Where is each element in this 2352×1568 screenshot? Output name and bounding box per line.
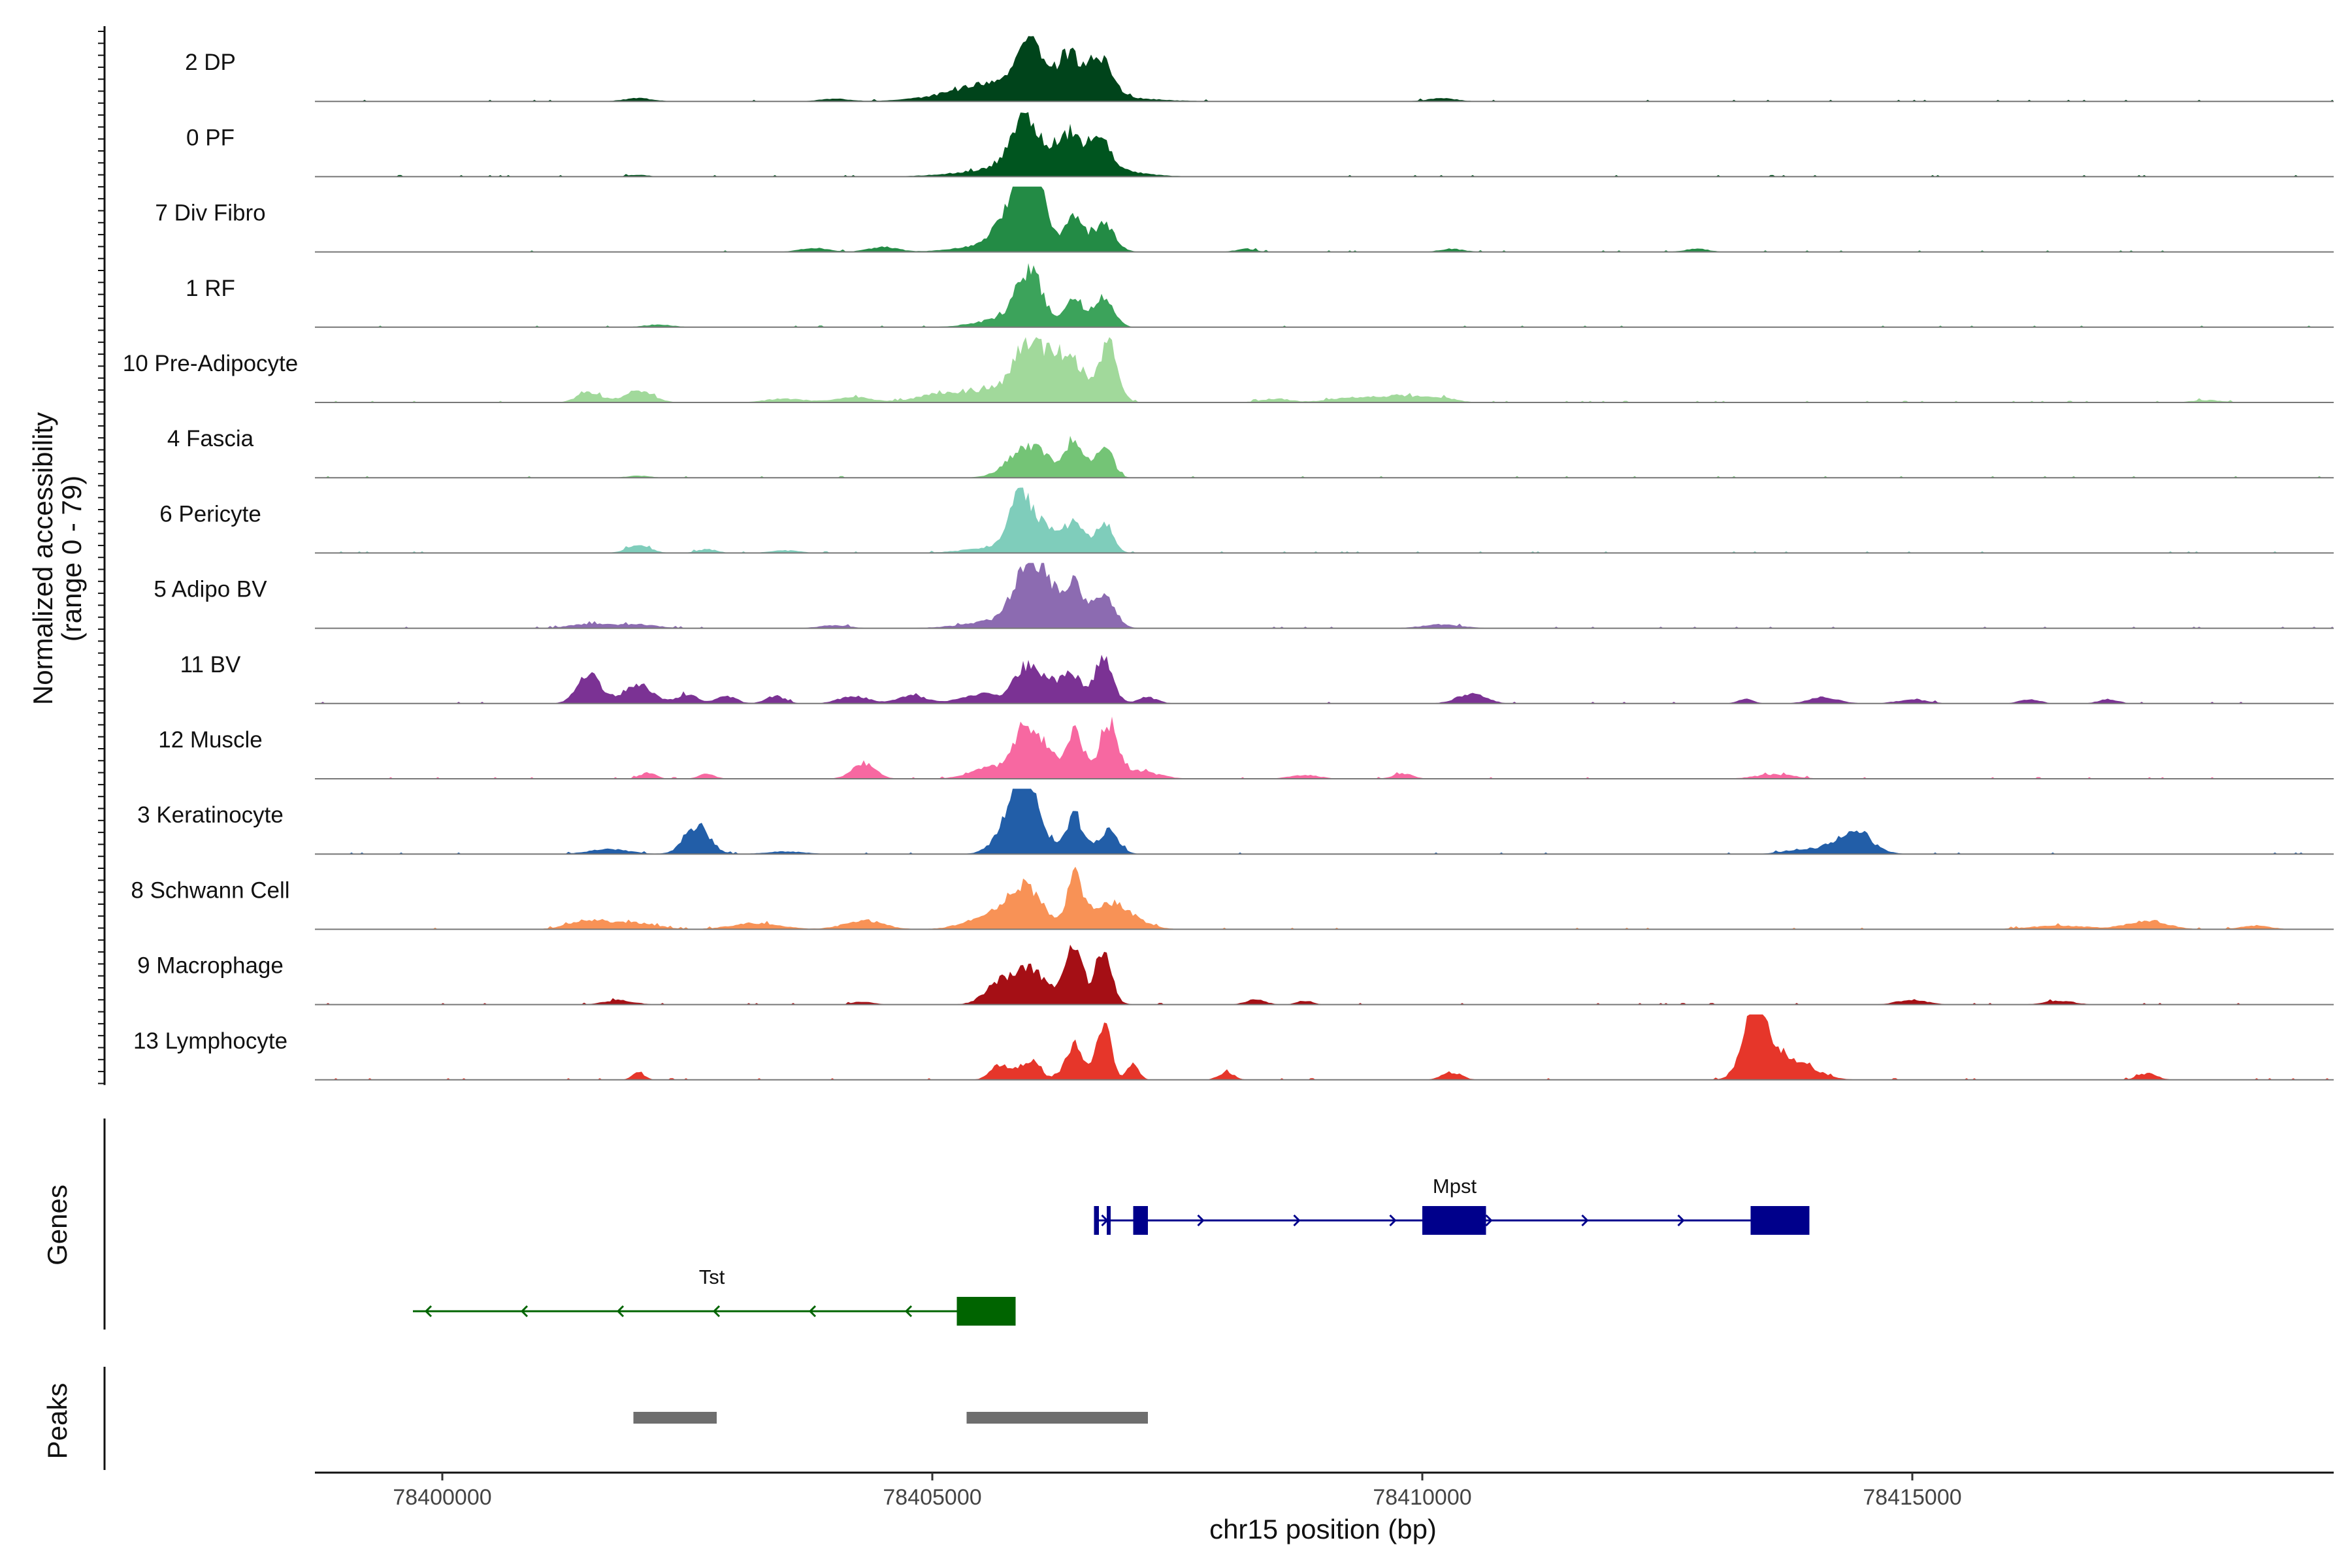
- strand-arrow: [1581, 1214, 1589, 1227]
- peaks-panel: [103, 1367, 1148, 1470]
- track-label: 9 Macrophage: [137, 953, 284, 979]
- gene-exon: [1133, 1206, 1148, 1235]
- track-label: 3 Keratinocyte: [137, 802, 284, 828]
- coverage-area: [315, 716, 2334, 779]
- track-label: 6 Pericyte: [159, 501, 261, 527]
- x-axis-title: chr15 position (bp): [1209, 1514, 1437, 1544]
- coverage-area: [315, 563, 2334, 629]
- strand-arrow: [808, 1305, 817, 1318]
- coverage-track: 9 Macrophage: [137, 944, 2334, 1005]
- genes-panel: Mpst Tst: [103, 1119, 1810, 1330]
- strand-arrow: [1197, 1214, 1205, 1227]
- peak-region: [966, 1412, 1148, 1424]
- coverage-area: [315, 1014, 2334, 1080]
- strand-arrow: [1293, 1214, 1301, 1227]
- track-label: 10 Pre-Adipocyte: [123, 351, 298, 376]
- gene-exon: [956, 1297, 1016, 1326]
- gene-exon: [1422, 1206, 1486, 1235]
- track-label: 0 PF: [186, 125, 235, 150]
- coverage-track: 7 Div Fibro: [155, 186, 2334, 253]
- track-label: 12 Muscle: [158, 727, 263, 753]
- gene-model: Tst: [413, 1266, 1016, 1326]
- track-label: 4 Fascia: [167, 426, 254, 451]
- coverage-area: [315, 112, 2334, 177]
- strand-arrow: [1389, 1214, 1397, 1227]
- strand-arrow: [712, 1305, 721, 1318]
- genes-panel-label: Genes: [42, 1184, 73, 1266]
- track-label: 11 BV: [180, 652, 241, 678]
- coverage-area: [315, 789, 2334, 855]
- track-label: 2 DP: [185, 50, 236, 75]
- x-tick-label: 78410000: [1373, 1485, 1471, 1510]
- coverage-track: 0 PF: [186, 112, 2334, 178]
- gene-label: Mpst: [1433, 1175, 1477, 1198]
- gene-label: Tst: [699, 1266, 725, 1288]
- coverage-track: 11 BV: [180, 652, 2334, 704]
- coverage-track: 6 Pericyte: [159, 487, 2334, 554]
- coverage-track: 8 Schwann Cell: [131, 866, 2334, 930]
- coverage-area: [315, 436, 2334, 478]
- coverage-area: [315, 263, 2334, 327]
- track-label: 7 Div Fibro: [155, 201, 265, 226]
- strand-arrow: [616, 1305, 625, 1318]
- track-label: 13 Lymphocyte: [133, 1028, 287, 1054]
- gene-exon: [1107, 1206, 1111, 1235]
- coverage-track: 1 RF: [186, 263, 2334, 328]
- coverage-track: 13 Lymphocyte: [133, 1014, 2334, 1081]
- x-tick-label: 78415000: [1863, 1485, 1961, 1510]
- coverage-panel: 2 DP 0 PF 7 Div Fibro 1 RF 10 Pre-Adipocyte 4…: [98, 26, 2334, 1085]
- coverage-track: 5 Adipo BV: [154, 563, 2334, 629]
- x-tick-label: 78400000: [393, 1485, 491, 1510]
- track-label: 5 Adipo BV: [154, 577, 267, 602]
- track-label: 8 Schwann Cell: [131, 877, 289, 903]
- coverage-track: 4 Fascia: [167, 426, 2334, 479]
- peaks-panel-label: Peaks: [42, 1383, 73, 1460]
- coverage-area: [315, 487, 2334, 553]
- strand-arrow: [904, 1305, 913, 1318]
- gene-exon: [1094, 1206, 1099, 1235]
- gene-model: Mpst: [1094, 1175, 1810, 1235]
- y-axis-title-line2: (range 0 - 79): [56, 476, 87, 642]
- strand-arrow: [424, 1305, 433, 1318]
- track-label: 1 RF: [186, 276, 235, 301]
- coverage-area: [315, 655, 2334, 704]
- y-axis-title-line1: Normalized accessibility: [27, 412, 58, 705]
- coverage-track: 10 Pre-Adipocyte: [123, 337, 2334, 403]
- gene-exon: [1750, 1206, 1810, 1235]
- coverage-area: [315, 866, 2334, 930]
- peak-region: [633, 1412, 717, 1424]
- strand-arrow: [520, 1305, 529, 1318]
- coverage-track: 3 Keratinocyte: [137, 789, 2334, 855]
- coverage-area: [315, 186, 2334, 252]
- coverage-area: [315, 36, 2334, 102]
- strand-arrow: [1677, 1214, 1685, 1227]
- x-tick-label: 78405000: [883, 1485, 981, 1510]
- strand-arrow: [1485, 1214, 1493, 1227]
- coverage-area: [315, 944, 2334, 1005]
- x-axis: 78400000 78405000 78410000 78415000: [315, 1471, 2334, 1510]
- coverage-area: [315, 337, 2334, 402]
- coverage-track: 12 Muscle: [158, 716, 2334, 779]
- coverage-track: 2 DP: [185, 36, 2334, 103]
